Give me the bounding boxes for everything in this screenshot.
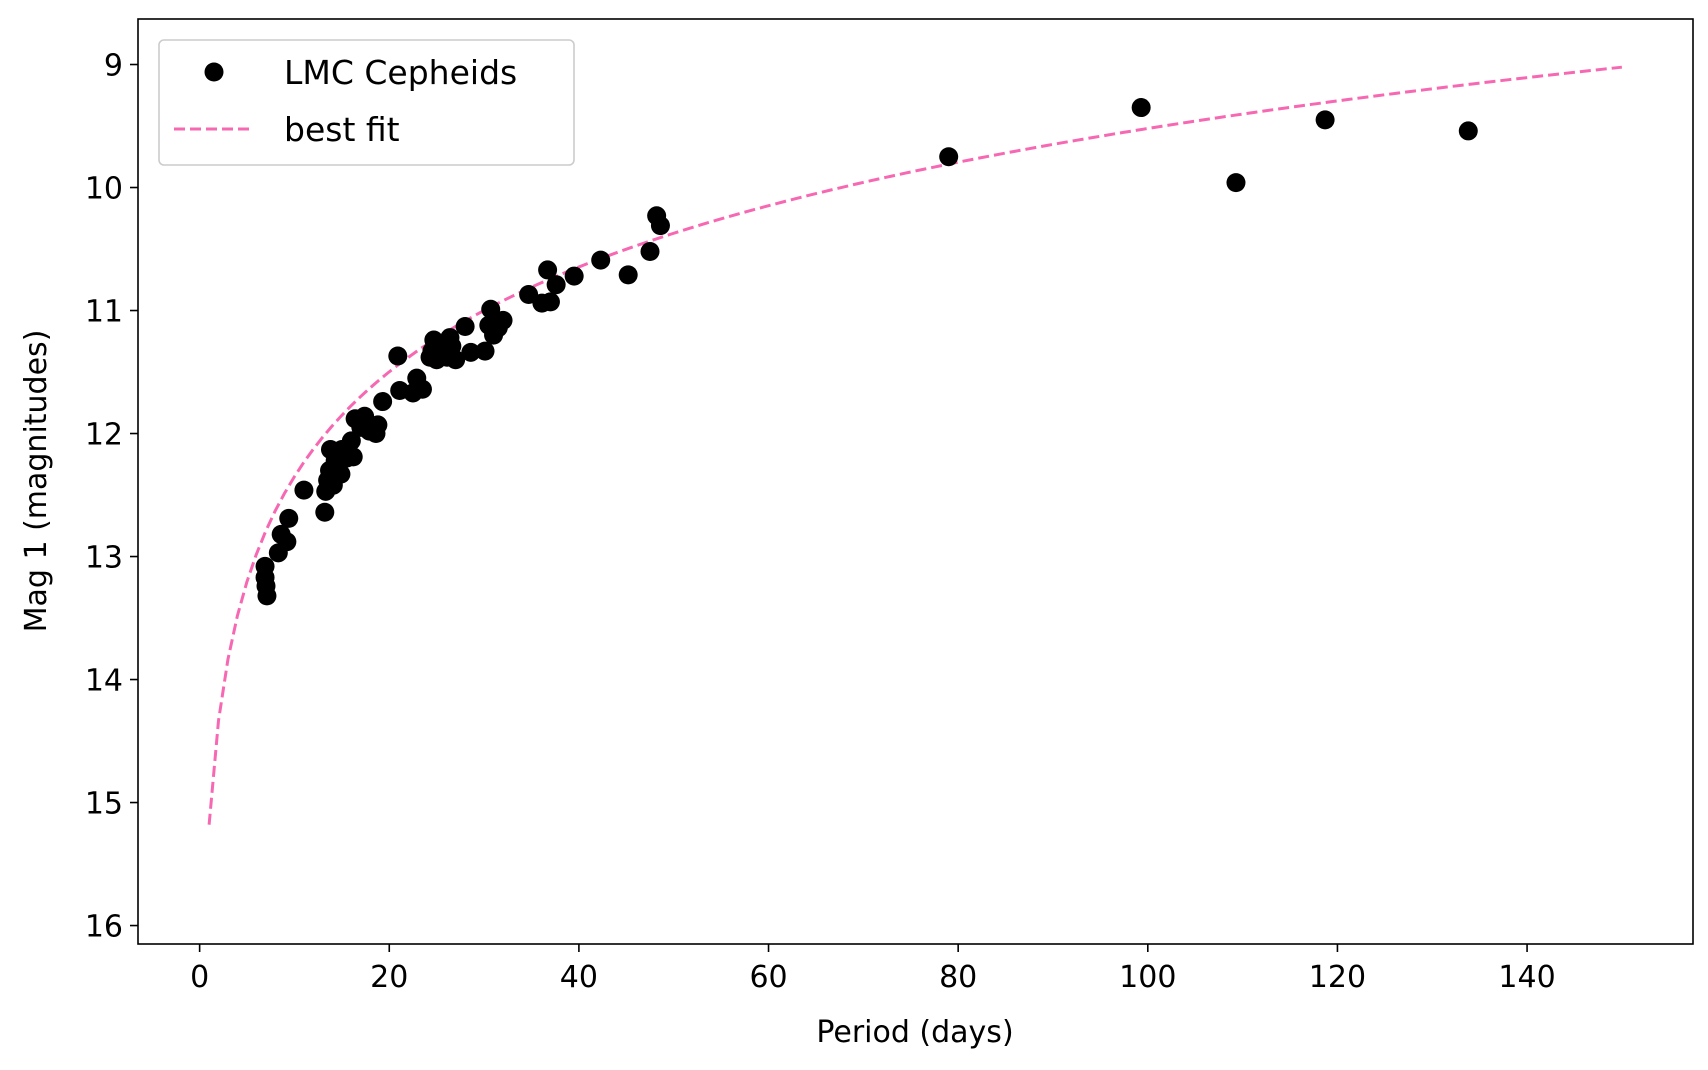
data-point xyxy=(277,532,297,552)
x-tick-label: 140 xyxy=(1498,960,1555,995)
legend-label-lmc-cepheids: LMC Cepheids xyxy=(284,53,517,92)
legend-marker-lmc-cepheids xyxy=(204,62,224,82)
x-tick-label: 80 xyxy=(939,960,977,995)
data-point xyxy=(538,260,558,280)
data-point xyxy=(455,317,475,337)
data-point xyxy=(540,292,560,312)
data-point xyxy=(493,310,513,330)
y-tick-label: 10 xyxy=(85,172,123,207)
data-point xyxy=(640,241,660,261)
y-tick-label: 11 xyxy=(85,295,123,330)
data-point xyxy=(373,392,393,412)
data-point xyxy=(475,341,495,361)
data-point xyxy=(481,299,501,319)
data-point xyxy=(1131,98,1151,118)
y-tick-label: 13 xyxy=(85,541,123,576)
data-point xyxy=(1458,121,1478,141)
x-tick-label: 60 xyxy=(749,960,787,995)
x-tick-label: 40 xyxy=(560,960,598,995)
legend-box xyxy=(158,39,575,166)
data-point xyxy=(343,447,363,467)
data-point xyxy=(257,586,277,606)
data-point xyxy=(1315,110,1335,130)
data-point xyxy=(331,464,351,484)
data-point xyxy=(1226,173,1246,193)
y-axis: 9 10 11 12 13 14 15 16 xyxy=(85,49,138,945)
legend-label-best-fit: best fit xyxy=(284,110,400,149)
x-tick-label: 100 xyxy=(1119,960,1176,995)
data-point xyxy=(546,275,566,295)
plot-area xyxy=(207,65,1623,825)
data-point xyxy=(315,502,335,522)
x-axis-label: Period (days) xyxy=(816,1015,1013,1050)
data-point xyxy=(939,147,959,167)
x-tick-label: 0 xyxy=(190,960,209,995)
y-tick-label: 15 xyxy=(85,787,123,822)
legend: LMC Cepheids best fit xyxy=(158,39,575,166)
y-tick-label: 14 xyxy=(85,664,123,699)
data-point xyxy=(279,508,299,528)
y-tick-label: 12 xyxy=(85,418,123,453)
data-point xyxy=(446,350,466,370)
data-point xyxy=(294,480,314,500)
x-tick-label: 20 xyxy=(370,960,408,995)
x-axis: 0 20 40 60 80 100 120 140 xyxy=(190,944,1556,995)
data-point xyxy=(368,415,388,435)
x-tick-label: 120 xyxy=(1309,960,1366,995)
y-tick-label: 9 xyxy=(104,49,123,84)
data-point xyxy=(650,216,670,236)
data-point xyxy=(341,431,361,451)
y-tick-label: 16 xyxy=(85,910,123,945)
data-point xyxy=(564,266,584,286)
y-axis-label: Mag 1 (magnitudes) xyxy=(19,330,54,633)
data-point xyxy=(412,379,432,399)
axes-frame xyxy=(137,18,1694,945)
data-point xyxy=(388,346,408,366)
data-point xyxy=(461,342,481,362)
data-point xyxy=(618,265,638,285)
data-point xyxy=(591,250,611,270)
